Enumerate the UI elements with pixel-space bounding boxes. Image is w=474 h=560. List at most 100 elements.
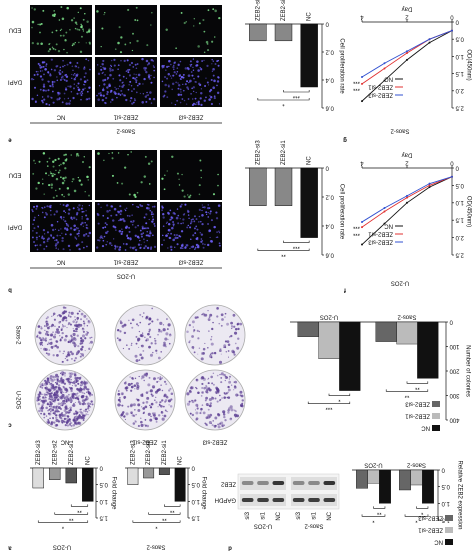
cell [33,241,36,244]
column-label: NC [60,438,69,444]
point [428,38,431,41]
y-tick-label: 1.0 [455,53,464,59]
bar [158,467,170,475]
colony [50,387,53,391]
cell [214,62,217,65]
cell [171,102,173,104]
cell [152,216,154,218]
cell [31,97,34,101]
colony [143,312,145,314]
row-label: EDU [9,26,22,32]
colony [55,382,57,384]
legend-label: NC [434,538,443,544]
cell [31,20,35,24]
cell [205,40,209,44]
cell [124,249,127,251]
cell [66,187,70,190]
colony [68,410,70,412]
cell [152,206,154,208]
cell [47,71,50,74]
colony [44,399,48,403]
colony [154,377,156,379]
bar [318,321,340,359]
cell [78,41,80,44]
cell [180,222,182,225]
x-tick-label: ZEB2-si3 [255,0,261,21]
cell [173,61,176,65]
cell [76,227,79,230]
cell [123,94,126,97]
cell [143,66,146,70]
cell [151,211,153,213]
cell [153,222,156,225]
colony [218,422,222,425]
x-tick-label: U-2OS [320,313,338,319]
cell [62,60,64,62]
protein-label: ZEB2 [220,480,236,486]
colony [134,388,136,390]
cell [191,87,193,90]
colony [68,386,71,389]
cell [118,85,121,87]
colony [160,411,164,414]
colony [200,407,203,411]
point [451,29,453,32]
cell [82,28,84,31]
cell [97,203,100,206]
cell [192,218,194,221]
cell [196,228,199,231]
colony [218,360,223,364]
cell [119,51,123,54]
colony [76,312,79,315]
y-tick-label: 0.5 [455,182,464,188]
cell [66,6,69,10]
cell [175,73,178,75]
colony [51,382,53,384]
colony [138,359,141,361]
colony [197,337,200,340]
cell [80,183,83,186]
cell [113,58,116,62]
colony [194,399,197,402]
colony [224,419,227,422]
colony [57,420,61,423]
cell [87,179,90,181]
point [361,220,363,223]
bar [82,467,94,502]
colony [117,390,120,392]
cell [217,75,220,79]
cell [175,81,178,84]
cell [49,171,52,173]
cell [39,31,41,34]
cell [175,47,177,49]
colony [48,342,50,345]
colony [67,322,71,325]
colony [210,336,213,338]
colony [67,315,70,317]
cell [84,87,86,90]
colony [69,341,72,344]
cell [36,42,40,45]
colony [77,345,80,348]
cell [35,207,38,210]
cell [71,180,73,183]
cell [182,83,184,86]
cell [166,77,168,80]
cell [141,205,144,207]
colony [203,314,206,317]
colony [38,395,41,398]
cell [60,28,63,31]
colony [127,405,130,408]
colony [80,347,83,351]
cell [53,69,57,72]
colony [62,306,66,309]
colony [140,356,144,360]
cell [110,59,113,62]
y-tick-label: 0 [449,318,453,324]
y-axis-label: OD(450nm) [465,49,471,80]
cell [73,228,76,231]
cell [102,94,105,97]
colony [58,321,61,324]
cell [150,213,153,215]
cell [143,238,145,240]
